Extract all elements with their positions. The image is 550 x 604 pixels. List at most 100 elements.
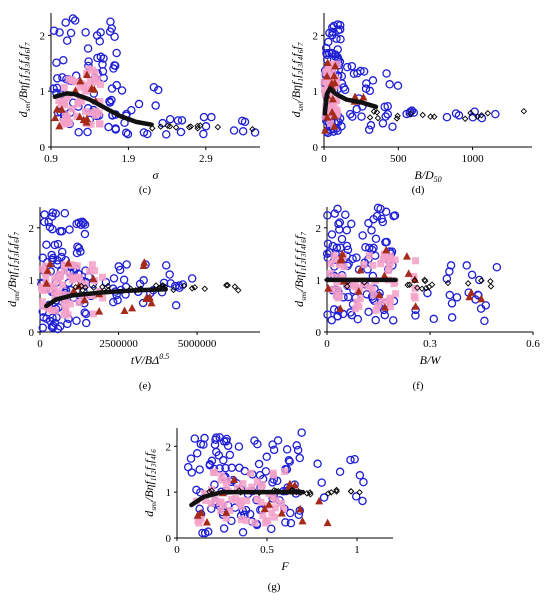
data-point-square	[195, 519, 203, 527]
data-point-circle	[48, 224, 57, 234]
data-point-diamond	[419, 111, 426, 119]
data-point-square	[52, 307, 60, 315]
data-point-circle	[297, 428, 306, 437]
data-point-triangle	[375, 290, 384, 299]
data-point-square	[39, 302, 47, 310]
data-point-square	[222, 514, 230, 522]
data-point-square	[96, 98, 104, 106]
data-point-square	[259, 511, 267, 519]
data-point-circle	[445, 267, 454, 276]
data-point-circle	[352, 253, 361, 262]
data-point-square	[58, 290, 66, 298]
data-point-diamond	[234, 287, 242, 294]
data-point-square	[365, 283, 373, 291]
data-point-triangle	[142, 294, 151, 302]
data-point-circle	[378, 119, 388, 128]
data-point-circle	[238, 127, 248, 136]
data-point-circle	[223, 441, 233, 451]
data-point-diamond	[487, 283, 495, 290]
data-point-square	[85, 85, 93, 93]
x-tick-label: 0.6	[526, 338, 540, 350]
data-point-circle	[80, 308, 89, 317]
data-point-circle	[229, 126, 239, 135]
data-point-square	[269, 493, 277, 501]
y-axis-label: dsmi/Bηf1 f2 f3 f4 f6 f7	[289, 42, 305, 117]
data-point-diamond	[164, 122, 171, 130]
data-point-circle	[330, 209, 339, 218]
data-point-circle	[359, 67, 369, 76]
data-point-circle	[45, 316, 55, 326]
data-point-circle	[192, 485, 201, 495]
data-point-triangle	[323, 72, 332, 80]
data-point-square	[96, 81, 104, 89]
data-point-diamond	[185, 124, 193, 131]
data-point-diamond	[347, 488, 355, 495]
data-point-circle	[55, 28, 64, 37]
x-tick-label: 500	[390, 153, 407, 165]
data-point-circle	[262, 452, 271, 462]
data-point-circle	[377, 214, 387, 224]
data-point-square	[211, 495, 219, 503]
data-point-diamond	[223, 282, 230, 289]
data-point-circle	[176, 127, 186, 137]
data-point-circle	[269, 445, 279, 455]
data-point-diamond	[431, 113, 438, 120]
data-point-circle	[83, 127, 92, 137]
y-label-f: f	[142, 479, 156, 484]
data-point-circle	[48, 253, 58, 263]
data-point-circle	[104, 122, 113, 132]
y-tick-label: 1	[40, 86, 46, 98]
data-point-circle	[268, 440, 277, 449]
data-point-diamond	[333, 486, 340, 494]
data-point-diamond	[406, 281, 413, 288]
data-point-circle	[368, 76, 378, 85]
data-point-diamond	[414, 284, 421, 292]
data-point-circle	[361, 84, 371, 93]
data-point-square	[332, 255, 340, 263]
data-point-square	[352, 283, 360, 291]
data-point-triangle	[222, 508, 231, 516]
y-label-f: f	[5, 234, 19, 239]
data-point-circle	[327, 315, 336, 325]
y-label-f-sub: 2	[13, 260, 21, 264]
data-point-circle	[165, 114, 175, 124]
x-tick-label: 0.5	[260, 544, 274, 556]
data-point-diamond	[366, 114, 374, 121]
data-point-square	[91, 267, 99, 275]
data-point-square	[50, 274, 58, 282]
data-point-triangle	[147, 298, 156, 307]
y-label-f: f	[142, 451, 156, 456]
data-point-diamond	[78, 282, 85, 290]
data-point-square	[68, 105, 76, 113]
data-point-circle	[235, 463, 244, 473]
data-point-circle	[62, 36, 72, 45]
data-point-square	[248, 483, 256, 491]
x-tick-label: 1.9	[122, 153, 136, 165]
data-point-circle	[348, 112, 357, 121]
y-label-f-sub: 1	[300, 268, 308, 272]
data-point-circle	[99, 54, 108, 63]
data-point-square	[278, 499, 286, 507]
data-point-square	[38, 298, 46, 306]
data-point-triangle	[330, 78, 339, 87]
data-point-square	[60, 84, 68, 92]
data-point-circle	[335, 467, 345, 477]
data-point-triangle	[69, 286, 78, 294]
data-point-diamond	[425, 283, 433, 291]
data-point-square	[222, 481, 230, 489]
data-point-diamond	[149, 125, 156, 132]
data-point-circle	[351, 492, 361, 501]
data-point-square	[62, 120, 70, 128]
data-point-circle	[111, 125, 120, 134]
y-tick-label: 2	[313, 30, 319, 42]
y-label-f: f	[289, 59, 303, 64]
data-point-circle	[107, 95, 116, 105]
y-label-main: /Bη	[5, 274, 19, 292]
data-point-circle	[53, 324, 63, 334]
data-point-circle	[333, 311, 342, 321]
y-tick-label: 0	[166, 533, 172, 545]
data-point-square	[368, 285, 376, 293]
data-point-circle	[49, 84, 58, 93]
